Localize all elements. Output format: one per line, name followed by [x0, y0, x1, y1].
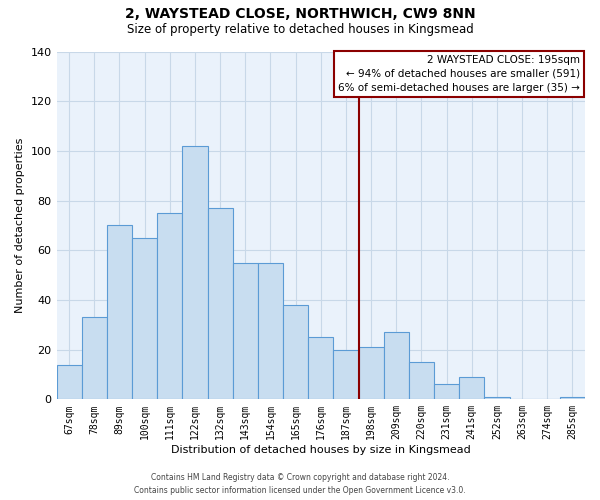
Bar: [208, 208, 233, 400]
Bar: [359, 347, 383, 400]
X-axis label: Distribution of detached houses by size in Kingsmead: Distribution of detached houses by size …: [171, 445, 470, 455]
Bar: [157, 213, 182, 400]
Bar: [283, 305, 308, 400]
Bar: [258, 262, 283, 400]
Bar: [409, 362, 434, 400]
Bar: [484, 397, 509, 400]
Bar: [560, 397, 585, 400]
Y-axis label: Number of detached properties: Number of detached properties: [15, 138, 25, 313]
Bar: [82, 318, 107, 400]
Bar: [383, 332, 409, 400]
Text: Size of property relative to detached houses in Kingsmead: Size of property relative to detached ho…: [127, 22, 473, 36]
Text: Contains HM Land Registry data © Crown copyright and database right 2024.
Contai: Contains HM Land Registry data © Crown c…: [134, 473, 466, 495]
Bar: [132, 238, 157, 400]
Bar: [334, 350, 359, 400]
Text: 2, WAYSTEAD CLOSE, NORTHWICH, CW9 8NN: 2, WAYSTEAD CLOSE, NORTHWICH, CW9 8NN: [125, 8, 475, 22]
Bar: [308, 337, 334, 400]
Text: 2 WAYSTEAD CLOSE: 195sqm
← 94% of detached houses are smaller (591)
6% of semi-d: 2 WAYSTEAD CLOSE: 195sqm ← 94% of detach…: [338, 55, 580, 93]
Bar: [56, 364, 82, 400]
Bar: [459, 377, 484, 400]
Bar: [182, 146, 208, 400]
Bar: [434, 384, 459, 400]
Bar: [233, 262, 258, 400]
Bar: [107, 226, 132, 400]
